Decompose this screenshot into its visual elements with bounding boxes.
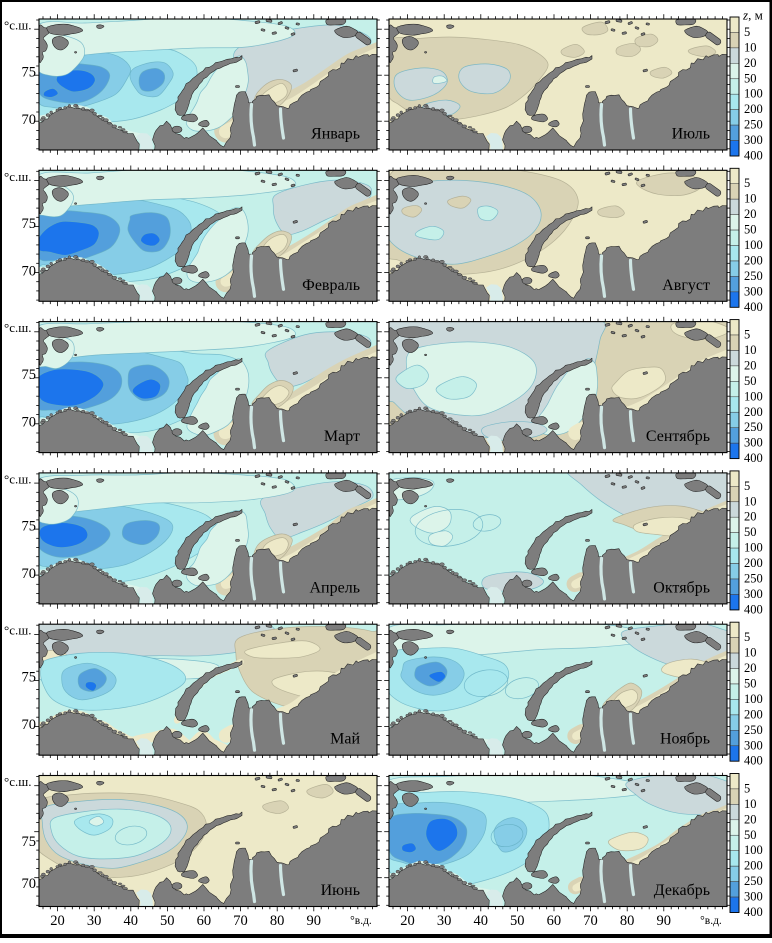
svg-text:30: 30 (87, 913, 102, 929)
svg-text:°с.ш.: °с.ш. (4, 169, 31, 184)
svg-text:40: 40 (473, 913, 488, 929)
svg-text:Май: Май (330, 731, 360, 748)
svg-text:°с.ш.: °с.ш. (4, 774, 31, 789)
svg-text:50: 50 (160, 913, 175, 929)
svg-text:70: 70 (22, 566, 37, 582)
svg-text:Март: Март (324, 428, 360, 445)
svg-text:20: 20 (400, 913, 415, 929)
svg-text:80: 80 (270, 913, 285, 929)
svg-text:70: 70 (22, 717, 37, 733)
svg-text:70: 70 (22, 263, 37, 279)
svg-text:z, м: z, м (742, 8, 763, 23)
svg-text:60: 60 (197, 913, 212, 929)
svg-text:Октябрь: Октябрь (653, 579, 710, 596)
svg-text:°в.д.: °в.д. (700, 915, 722, 927)
svg-text:80: 80 (620, 913, 635, 929)
svg-text:90: 90 (656, 913, 671, 929)
svg-text:Сентябрь: Сентябрь (646, 428, 710, 445)
svg-text:75: 75 (22, 367, 37, 383)
svg-text:75: 75 (22, 834, 37, 850)
svg-text:60: 60 (547, 913, 562, 929)
svg-text:°в.д.: °в.д. (350, 915, 372, 927)
svg-text:40: 40 (123, 913, 138, 929)
svg-text:Декабрь: Декабрь (654, 882, 710, 899)
svg-text:20: 20 (50, 913, 65, 929)
svg-text:30: 30 (437, 913, 452, 929)
svg-text:Апрель: Апрель (310, 579, 361, 596)
svg-text:70: 70 (22, 112, 37, 128)
svg-text:°с.ш.: °с.ш. (4, 18, 31, 33)
svg-text:70: 70 (583, 913, 598, 929)
svg-text:°с.ш.: °с.ш. (4, 623, 31, 638)
svg-text:75: 75 (22, 216, 37, 232)
svg-text:Январь: Январь (311, 126, 360, 143)
svg-text:50: 50 (510, 913, 525, 929)
svg-text:75: 75 (22, 65, 37, 81)
svg-text:Июнь: Июнь (321, 882, 360, 899)
svg-text:75: 75 (22, 518, 37, 534)
svg-text:Ноябрь: Ноябрь (660, 731, 710, 748)
svg-text:70: 70 (22, 876, 37, 892)
svg-text:Февраль: Февраль (302, 277, 360, 294)
svg-text:70: 70 (233, 913, 248, 929)
svg-text:70: 70 (22, 415, 37, 431)
svg-text:°с.ш.: °с.ш. (4, 471, 31, 486)
svg-text:Август: Август (662, 277, 710, 294)
svg-text:75: 75 (22, 670, 37, 686)
svg-text:90: 90 (306, 913, 321, 929)
svg-text:°с.ш.: °с.ш. (4, 320, 31, 335)
svg-text:Июль: Июль (672, 126, 710, 143)
